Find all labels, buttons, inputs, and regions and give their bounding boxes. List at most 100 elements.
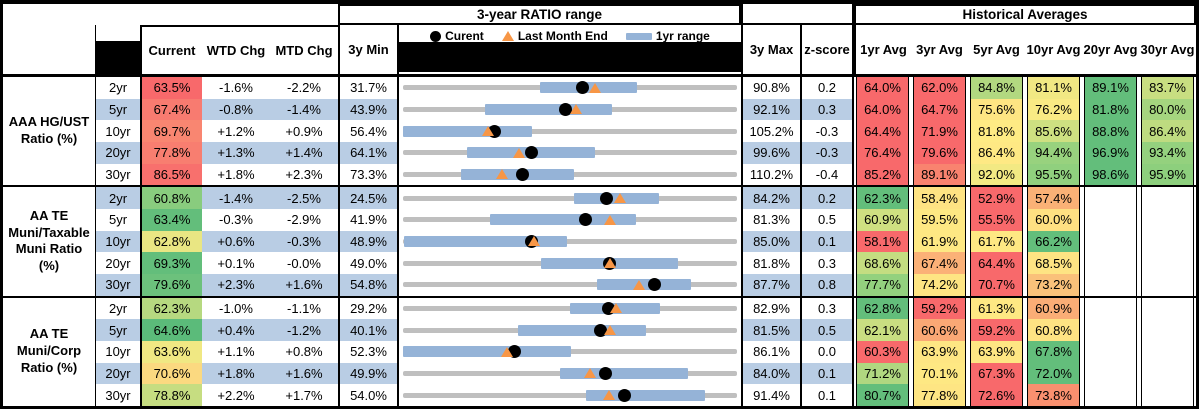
cell-avg[interactable]: 62.1%	[856, 319, 909, 341]
cell-avg[interactable]	[1141, 340, 1194, 363]
cell-avg[interactable]: 62.3%	[856, 187, 909, 209]
cell-avg[interactable]: 61.9%	[913, 230, 966, 253]
cell-avg[interactable]: 71.2%	[856, 362, 909, 385]
cell-avg[interactable]: 60.0%	[1027, 208, 1080, 231]
cell-avg[interactable]: 76.4%	[856, 141, 909, 164]
cell-wtd-chg[interactable]: -1.4%	[202, 187, 270, 209]
cell-avg[interactable]	[1084, 208, 1137, 231]
cell-wtd-chg[interactable]: +1.8%	[217, 166, 255, 182]
cell-avg[interactable]	[1141, 273, 1194, 296]
cell-3y-max[interactable]: 84.0%	[741, 362, 800, 385]
cell-avg[interactable]: 70.7%	[970, 273, 1023, 296]
cell-mtd-chg[interactable]: -2.2%	[287, 80, 321, 96]
cell-3y-max[interactable]: 84.2%	[741, 187, 800, 209]
cell-tenor[interactable]: 2yr	[95, 187, 140, 209]
cell-avg[interactable]: 60.9%	[856, 208, 909, 231]
wtd-chg-column-header[interactable]: WTD Chg	[202, 25, 270, 74]
range-chart-cell[interactable]	[397, 362, 741, 385]
cell-avg[interactable]	[1141, 384, 1194, 406]
cell-avg[interactable]: 52.9%	[970, 187, 1023, 209]
cell-avg[interactable]: 86.4%	[1141, 120, 1194, 142]
cell-avg[interactable]	[1084, 340, 1137, 363]
cell-avg[interactable]: 83.7%	[1141, 77, 1194, 99]
cell-tenor[interactable]: 5yr	[95, 319, 140, 341]
cell-avg[interactable]	[1084, 230, 1137, 253]
cell-wtd-chg[interactable]: +0.6%	[202, 230, 270, 253]
cell-3y-max[interactable]: 85.0%	[741, 230, 800, 253]
cell-avg[interactable]	[1084, 187, 1137, 209]
cell-avg[interactable]	[1141, 319, 1194, 341]
cell-avg[interactable]	[1084, 362, 1137, 385]
cell-current[interactable]: 63.4%	[140, 208, 202, 231]
cell-avg[interactable]: 64.7%	[913, 98, 966, 121]
cell-avg[interactable]: 94.4%	[1027, 141, 1080, 164]
cell-z-score[interactable]: 0.5	[800, 319, 854, 341]
cell-tenor[interactable]: 30yr	[95, 384, 140, 406]
cell-mtd-chg[interactable]: -1.4%	[270, 98, 338, 121]
cell-avg[interactable]	[1084, 273, 1137, 296]
cell-avg[interactable]	[1084, 384, 1137, 406]
cell-3y-min[interactable]: 31.7%	[338, 77, 397, 99]
cell-avg[interactable]: 64.0%	[856, 77, 909, 99]
cell-3y-max[interactable]: 82.9%	[741, 297, 800, 320]
cell-wtd-chg[interactable]: +0.4%	[202, 319, 270, 341]
cell-current[interactable]: 64.6%	[140, 319, 202, 341]
cell-current[interactable]: 63.5%	[140, 77, 202, 99]
cell-3y-max[interactable]: 110.2%	[741, 163, 800, 186]
cell-current[interactable]: 60.8%	[140, 187, 202, 209]
range-chart-cell[interactable]	[397, 384, 741, 406]
cell-3y-min[interactable]: 54.0%	[338, 384, 397, 406]
cell-avg[interactable]: 60.3%	[856, 340, 909, 363]
cell-avg[interactable]: 55.5%	[970, 208, 1023, 231]
avg-column-header-20yr[interactable]: 20yr Avg	[1082, 25, 1139, 74]
cell-avg[interactable]: 59.2%	[970, 319, 1023, 341]
cell-avg[interactable]: 64.0%	[856, 98, 909, 121]
cell-current[interactable]: 77.8%	[140, 141, 202, 164]
group-label[interactable]: AAA HG/UST Ratio (%)	[3, 77, 95, 186]
cell-avg[interactable]	[1141, 297, 1194, 320]
cell-current[interactable]: 69.3%	[140, 252, 202, 274]
cell-tenor[interactable]: 30yr	[95, 163, 140, 186]
cell-avg[interactable]: 98.6%	[1084, 163, 1137, 186]
cell-3y-min[interactable]: 24.5%	[338, 187, 397, 209]
avg-column-header-3yr[interactable]: 3yr Avg	[911, 25, 968, 74]
cell-avg[interactable]: 62.8%	[856, 297, 909, 320]
cell-3y-min[interactable]: 43.9%	[338, 98, 397, 121]
cell-avg[interactable]: 80.7%	[856, 384, 909, 406]
cell-z-score[interactable]: -0.4	[800, 163, 854, 186]
cell-avg[interactable]: 79.6%	[913, 141, 966, 164]
cell-mtd-chg[interactable]: -1.1%	[287, 300, 321, 316]
cell-wtd-chg[interactable]: +2.2%	[217, 387, 255, 403]
cell-mtd-chg[interactable]: +1.4%	[270, 141, 338, 164]
cell-3y-max[interactable]: 86.1%	[741, 340, 800, 363]
cell-tenor[interactable]: 5yr	[95, 208, 140, 231]
cell-avg[interactable]: 89.1%	[1084, 77, 1137, 99]
cell-mtd-chg[interactable]: +0.9%	[285, 123, 323, 139]
current-column-header[interactable]: Current	[140, 25, 202, 74]
cell-z-score[interactable]: 0.0	[800, 340, 854, 363]
cell-3y-min[interactable]: 52.3%	[338, 340, 397, 363]
cell-z-score[interactable]: 0.5	[800, 208, 854, 231]
cell-3y-max[interactable]: 92.1%	[741, 98, 800, 121]
cell-avg[interactable]	[1141, 230, 1194, 253]
cell-current[interactable]: 69.7%	[140, 120, 202, 142]
cell-tenor[interactable]: 20yr	[95, 141, 140, 164]
3y-max-column-header[interactable]: 3y Max	[741, 25, 800, 74]
cell-avg[interactable]: 76.2%	[1027, 98, 1080, 121]
cell-avg[interactable]: 95.5%	[1027, 163, 1080, 186]
cell-3y-min[interactable]: 40.1%	[338, 319, 397, 341]
group-label[interactable]: AA TE Muni/Corp Ratio (%)	[3, 297, 95, 406]
cell-tenor[interactable]: 2yr	[95, 297, 140, 320]
cell-avg[interactable]: 88.8%	[1084, 120, 1137, 142]
cell-mtd-chg[interactable]: -2.9%	[287, 212, 321, 228]
cell-avg[interactable]	[1084, 319, 1137, 341]
cell-wtd-chg[interactable]: +0.1%	[217, 255, 255, 271]
cell-avg[interactable]: 67.4%	[913, 252, 966, 274]
cell-avg[interactable]	[1141, 208, 1194, 231]
cell-avg[interactable]: 92.0%	[970, 163, 1023, 186]
cell-wtd-chg[interactable]: -0.8%	[202, 98, 270, 121]
cell-avg[interactable]	[1141, 362, 1194, 385]
cell-mtd-chg[interactable]: +1.6%	[270, 362, 338, 385]
cell-mtd-chg[interactable]: +1.6%	[270, 273, 338, 296]
cell-avg[interactable]: 93.4%	[1141, 141, 1194, 164]
